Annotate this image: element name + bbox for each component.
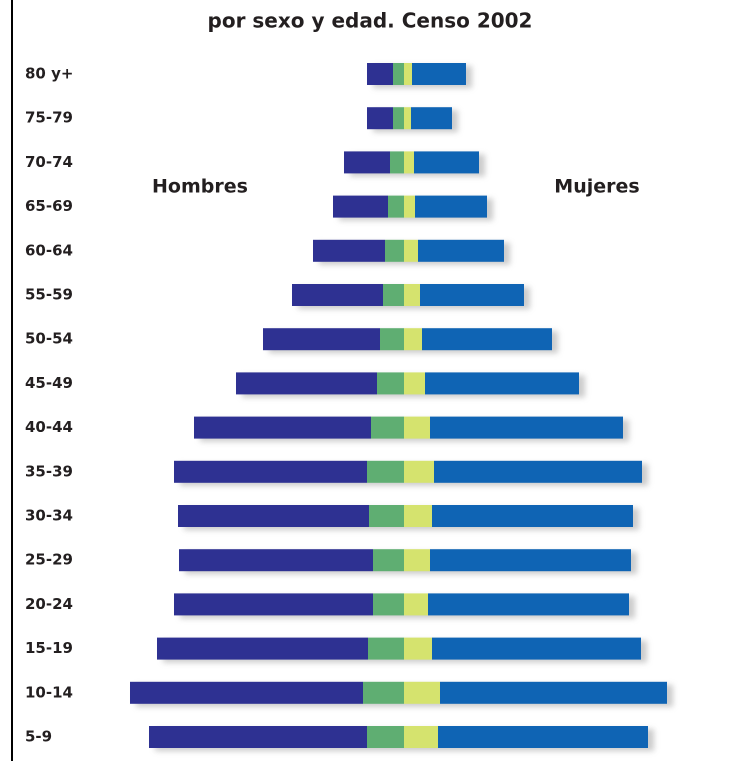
bar [428,593,629,616]
bar [404,151,414,174]
bar [388,195,404,218]
bar [368,637,404,660]
bar [404,416,430,439]
bar [418,239,504,262]
y-tick-label: 75-79 [25,109,73,127]
bar [430,549,631,572]
y-tick-label: 70-74 [25,153,73,171]
bar [373,549,404,572]
bar [380,328,404,351]
y-tick-label: 60-64 [25,241,73,259]
bar [420,284,524,306]
y-tick-label: 30-34 [25,507,73,525]
bar [292,284,383,306]
bar [404,239,418,262]
bar [404,460,434,483]
y-tick-label: 40-44 [25,418,73,436]
bar [432,505,633,527]
bar [383,284,404,306]
y-tick-label: 65-69 [25,197,73,215]
bar [414,151,479,174]
bar [367,63,393,85]
bar [404,681,440,704]
y-tick-label: 15-19 [25,639,73,657]
bar [369,505,404,527]
bar [179,549,373,572]
bar [404,63,412,85]
bar [149,726,367,748]
bar [157,637,368,660]
bar [130,681,363,704]
right-label: Mujeres [554,176,639,198]
bar [422,328,552,351]
y-tick-label: 5-9 [25,728,52,746]
y-tick-label: 80 y+ [25,65,73,83]
bar [404,593,428,616]
y-tick-label: 35-39 [25,462,73,480]
bar [430,416,623,439]
bar [390,151,404,174]
bar [367,107,393,130]
y-tick-label: 50-54 [25,330,73,348]
bar [373,593,404,616]
bar [404,505,432,527]
bar [363,681,404,704]
y-tick-label: 10-14 [25,683,73,701]
bar [438,726,648,748]
y-tick-label: 20-24 [25,595,73,613]
bar [194,416,371,439]
bar [385,239,404,262]
bar [178,505,369,527]
bar [404,107,411,130]
bar [404,328,422,351]
bar [434,460,642,483]
bar [393,107,404,130]
bar [404,284,420,306]
bar [412,63,466,85]
bar [404,637,432,660]
bar [344,151,390,174]
bar [425,372,579,395]
bar [411,107,452,130]
bar [404,549,430,572]
bar [174,593,373,616]
y-tick-label: 25-29 [25,551,73,569]
bar [367,726,404,748]
bar [404,372,425,395]
bar [333,195,388,218]
bar [313,239,385,262]
bar [371,416,404,439]
bar [404,195,415,218]
bar [236,372,377,395]
y-tick-label: 45-49 [25,374,73,392]
bar [440,681,667,704]
bar [432,637,641,660]
bar [404,726,438,748]
bar [377,372,404,395]
bar [367,460,404,483]
y-tick-label: 55-59 [25,286,73,304]
left-label: Hombres [152,176,248,198]
bar [393,63,404,85]
chart-title: por sexo y edad. Censo 2002 [208,9,533,33]
bar [415,195,487,218]
bar [174,460,367,483]
bar [263,328,380,351]
